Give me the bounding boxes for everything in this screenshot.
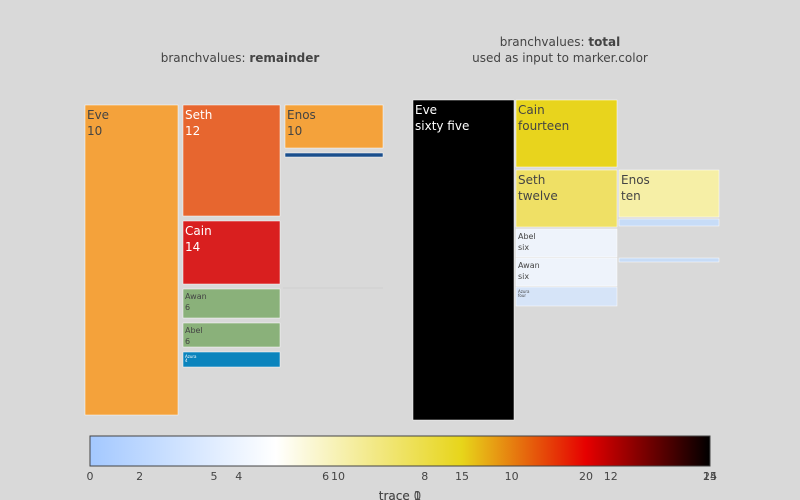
right-value-abel: six bbox=[518, 243, 529, 252]
right-label-enos: Enos bbox=[621, 173, 650, 187]
colorbar-tick-a-5: 5 bbox=[211, 470, 218, 483]
left-node-noam[interactable] bbox=[284, 152, 384, 158]
right-node-awan[interactable] bbox=[515, 257, 618, 287]
left-label-awan: Awan bbox=[185, 292, 207, 301]
right-value-azura: four bbox=[518, 293, 526, 298]
right-value-seth: twelve bbox=[518, 189, 558, 203]
left-value-awan: 6 bbox=[185, 303, 190, 312]
right-label-azura: Azura bbox=[518, 289, 530, 294]
right-value-awan: six bbox=[518, 272, 529, 281]
right-node-abel[interactable] bbox=[515, 228, 618, 258]
colorbar-tick-b-14: 14 bbox=[703, 470, 717, 483]
colorbar-tick-b-12: 12 bbox=[604, 470, 618, 483]
right-label-seth: Seth bbox=[518, 173, 545, 187]
right-value-cain: fourteen bbox=[518, 119, 569, 133]
right-value-enos: ten bbox=[621, 189, 641, 203]
colorbar-tick-a-25: 25 bbox=[703, 470, 717, 483]
right-node-enos[interactable] bbox=[618, 169, 720, 218]
right-value-eve: sixty five bbox=[415, 119, 469, 133]
colorbar-tick-b-2: 2 bbox=[136, 470, 143, 483]
right-label-abel: Abel bbox=[518, 232, 536, 241]
colorbar-title-overlap: trace 0 bbox=[379, 489, 421, 500]
left-value-abel: 6 bbox=[185, 337, 190, 346]
right-label-eve: Eve bbox=[415, 103, 437, 117]
right-node-seth[interactable] bbox=[515, 169, 618, 228]
right-label-cain: Cain bbox=[518, 103, 545, 117]
left-value-cain: 14 bbox=[185, 240, 200, 254]
colorbar-tick-a-20: 20 bbox=[579, 470, 593, 483]
right-label-awan: Awan bbox=[518, 261, 540, 270]
colorbar-tick-b-4: 4 bbox=[235, 470, 242, 483]
left-node-cain[interactable] bbox=[182, 220, 281, 285]
right-node-cain[interactable] bbox=[515, 99, 618, 168]
colorbar-tick-a-0: 0 bbox=[87, 470, 94, 483]
colorbar-tick-b-10: 10 bbox=[505, 470, 519, 483]
colorbar-tick-a-15: 15 bbox=[455, 470, 469, 483]
colorbar-tick-b-8: 8 bbox=[421, 470, 428, 483]
right-title: branchvalues: total bbox=[500, 35, 621, 49]
left-label-cain: Cain bbox=[185, 224, 212, 238]
colorbar-ticks-a: 0 5 10 15 20 25 bbox=[87, 470, 718, 483]
left-node-enos[interactable] bbox=[284, 104, 384, 149]
colorbar-title: trace 1 bbox=[379, 489, 421, 500]
left-title: branchvalues: remainder bbox=[161, 51, 320, 65]
left-label-abel: Abel bbox=[185, 326, 203, 335]
left-value-enos: 10 bbox=[287, 124, 302, 138]
left-value-azura: 4 bbox=[185, 358, 188, 363]
colorbar bbox=[89, 435, 711, 467]
colorbar-tick-a-10: 10 bbox=[331, 470, 345, 483]
left-node-awan[interactable] bbox=[182, 288, 281, 319]
right-node-eve[interactable] bbox=[412, 99, 515, 421]
left-label-seth: Seth bbox=[185, 108, 212, 122]
left-value-seth: 12 bbox=[185, 124, 200, 138]
left-label-azura: Azura bbox=[185, 354, 197, 359]
colorbar-ticks-b: 2 4 6 8 10 12 14 bbox=[136, 470, 717, 483]
colorbar-tick-b-6: 6 bbox=[322, 470, 329, 483]
left-node-eve[interactable] bbox=[84, 104, 179, 416]
left-label-enos: Enos bbox=[287, 108, 316, 122]
right-icicle: Eve sixty five Cain fourteen Seth twelve Enos t… bbox=[412, 99, 720, 421]
right-node-enos2[interactable] bbox=[618, 257, 720, 263]
left-label-eve: Eve bbox=[87, 108, 109, 122]
left-node-azura[interactable] bbox=[182, 351, 281, 368]
left-value-eve: 10 bbox=[87, 124, 102, 138]
right-node-noam[interactable] bbox=[618, 218, 720, 227]
right-node-azura[interactable] bbox=[515, 286, 618, 307]
right-subtitle: used as input to marker.color bbox=[472, 51, 648, 65]
left-node-abel[interactable] bbox=[182, 322, 281, 348]
left-node-seth[interactable] bbox=[182, 104, 281, 217]
